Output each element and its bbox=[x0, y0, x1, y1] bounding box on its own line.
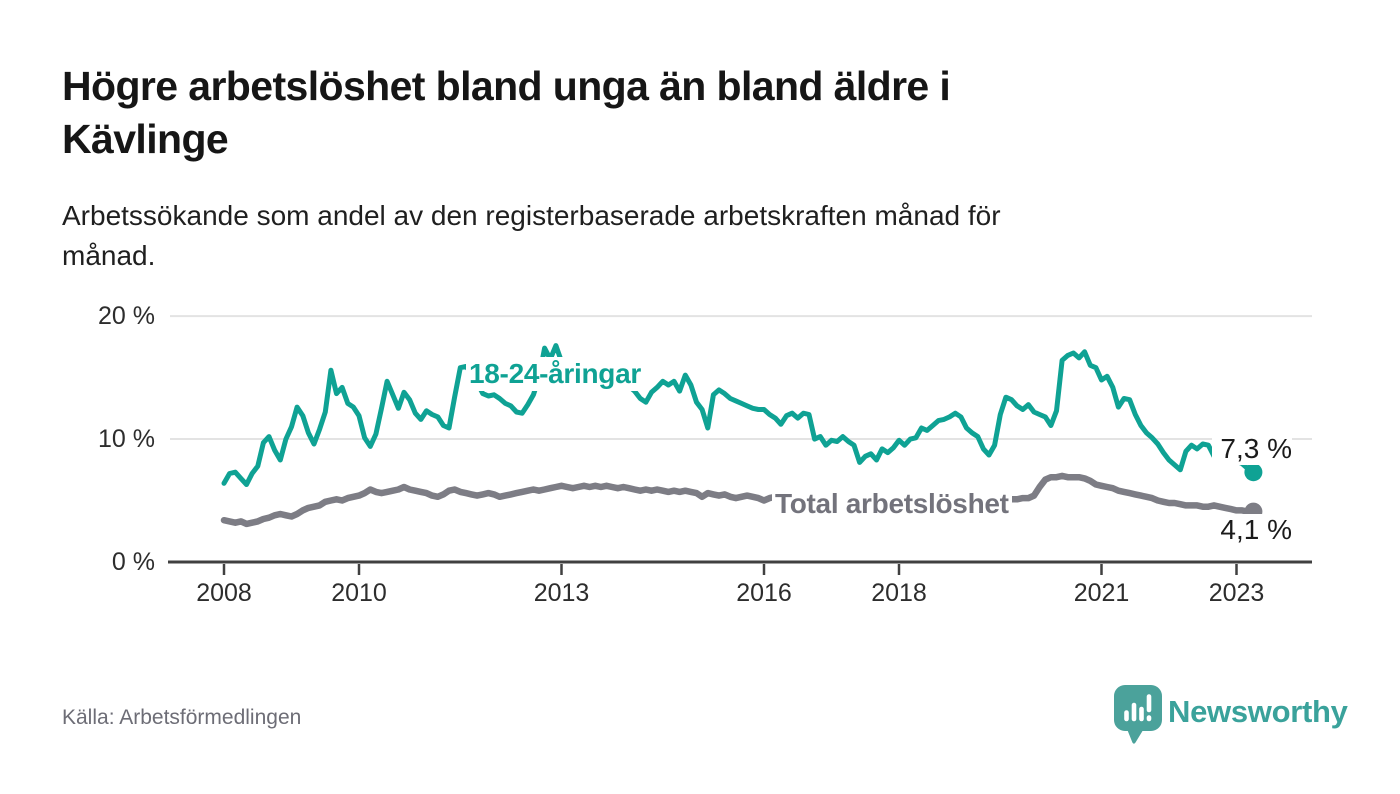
newsworthy-bubble-icon bbox=[1114, 685, 1162, 744]
end-value-label-total: 4,1 % bbox=[1212, 514, 1292, 546]
source-note: Källa: Arbetsförmedlingen bbox=[62, 706, 302, 729]
line-total-arbetslöshet bbox=[220, 472, 1257, 528]
series-label-18-24: 18-24-åringar bbox=[466, 357, 644, 391]
chart-subtitle: Arbetssökande som andel av den registerb… bbox=[62, 196, 1322, 276]
y-tick-label-0: 0 % bbox=[111, 548, 155, 576]
x-tick-label-2021: 2021 bbox=[1073, 579, 1130, 607]
x-tick-label-2016: 2016 bbox=[736, 579, 792, 607]
end-dot-18-24-åringar bbox=[1244, 463, 1263, 482]
series-label-total: Total arbetslöshet bbox=[772, 487, 1012, 521]
subtitle-line-2: månad. bbox=[62, 240, 156, 271]
end-value-label-youth: 7,3 % bbox=[1212, 433, 1292, 465]
x-tick-label-2013: 2013 bbox=[533, 579, 590, 607]
subtitle-line-1: Arbetssökande som andel av den registerb… bbox=[62, 200, 1001, 231]
y-tick-label-10: 10 % bbox=[98, 425, 155, 454]
newsworthy-wordmark: Newsworthy bbox=[1168, 694, 1348, 729]
line-18-24-åringar bbox=[221, 343, 1256, 487]
x-tick-label-2018: 2018 bbox=[871, 579, 927, 607]
x-tick-label-2008: 2008 bbox=[196, 579, 252, 607]
title-line-2: Kävlinge bbox=[62, 116, 229, 162]
x-tick-label-2023: 2023 bbox=[1208, 579, 1265, 607]
x-tick-label-2010: 2010 bbox=[331, 579, 387, 607]
page-title: Högre arbetslöshet bland unga än bland ä… bbox=[62, 60, 1322, 166]
title-line-1: Högre arbetslöshet bland unga än bland ä… bbox=[62, 63, 951, 109]
y-tick-label-20: 20 % bbox=[98, 302, 155, 331]
